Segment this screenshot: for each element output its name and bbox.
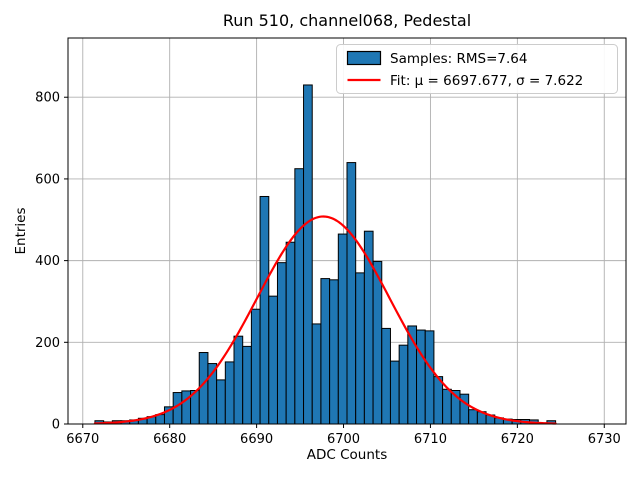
histogram-bar xyxy=(389,360,400,425)
y-axis-label: Entries xyxy=(13,207,29,254)
x-tick-label: 6710 xyxy=(414,432,447,447)
histogram-bar xyxy=(468,409,478,425)
histogram-bar xyxy=(355,272,365,425)
x-axis-label: ADC Counts xyxy=(307,447,387,463)
histogram-bar xyxy=(337,233,348,425)
y-tick-label: 600 xyxy=(35,172,60,187)
legend-fit-label: Fit: μ = 6697.677, σ = 7.622 xyxy=(390,73,583,89)
histogram-bar xyxy=(381,327,391,425)
histogram-bar xyxy=(285,241,296,425)
histogram-bar xyxy=(311,323,322,425)
x-tick-label: 6680 xyxy=(153,432,186,447)
histogram-bar xyxy=(320,278,331,425)
legend-samples-label: Samples: RMS=7.64 xyxy=(390,51,527,67)
histogram-bars xyxy=(94,84,557,425)
x-tick-label: 6690 xyxy=(240,432,273,447)
histogram-bar xyxy=(233,335,244,425)
y-tick-label: 800 xyxy=(35,91,60,106)
x-tick-label: 6730 xyxy=(588,432,621,447)
y-tick-label: 400 xyxy=(35,254,60,269)
axis-tick-labels: 6670 6680 6690 6700 6710 6720 6730 0 200 400 600 80… xyxy=(35,91,621,447)
histogram-bar xyxy=(398,344,409,425)
histogram-bar xyxy=(346,162,357,425)
histogram-bar xyxy=(224,361,235,425)
histogram-bar xyxy=(268,295,278,425)
histogram-bar xyxy=(416,329,426,425)
legend-frame xyxy=(336,44,618,94)
histogram-bar xyxy=(442,388,452,425)
y-tick-label: 200 xyxy=(35,336,60,351)
histogram-bar xyxy=(372,260,383,425)
histogram-bar xyxy=(459,393,470,425)
x-tick-label: 6700 xyxy=(327,432,360,447)
histogram-bar xyxy=(250,308,261,425)
plot-frame xyxy=(67,37,627,425)
histogram-bar xyxy=(216,379,226,425)
histogram-bar xyxy=(294,168,305,425)
x-tick-label: 6670 xyxy=(66,432,99,447)
axis-ticks xyxy=(64,96,605,428)
histogram-bar xyxy=(242,345,252,425)
chart-title: Run 510, channel068, Pedestal xyxy=(223,11,471,30)
histogram-bar xyxy=(424,330,435,425)
legend-samples-swatch xyxy=(346,50,382,66)
gaussian-fit-curve xyxy=(93,215,557,425)
histogram-bar xyxy=(329,279,339,425)
histogram-bar xyxy=(433,376,444,425)
histogram-bar xyxy=(276,262,287,425)
histogram-bar xyxy=(303,84,313,425)
y-tick-label: 0 xyxy=(52,418,60,433)
legend-box: Samples: RMS=7.64 Fit: μ = 6697.677, σ =… xyxy=(336,44,618,94)
histogram-bar xyxy=(259,195,270,425)
x-tick-label: 6720 xyxy=(501,432,534,447)
